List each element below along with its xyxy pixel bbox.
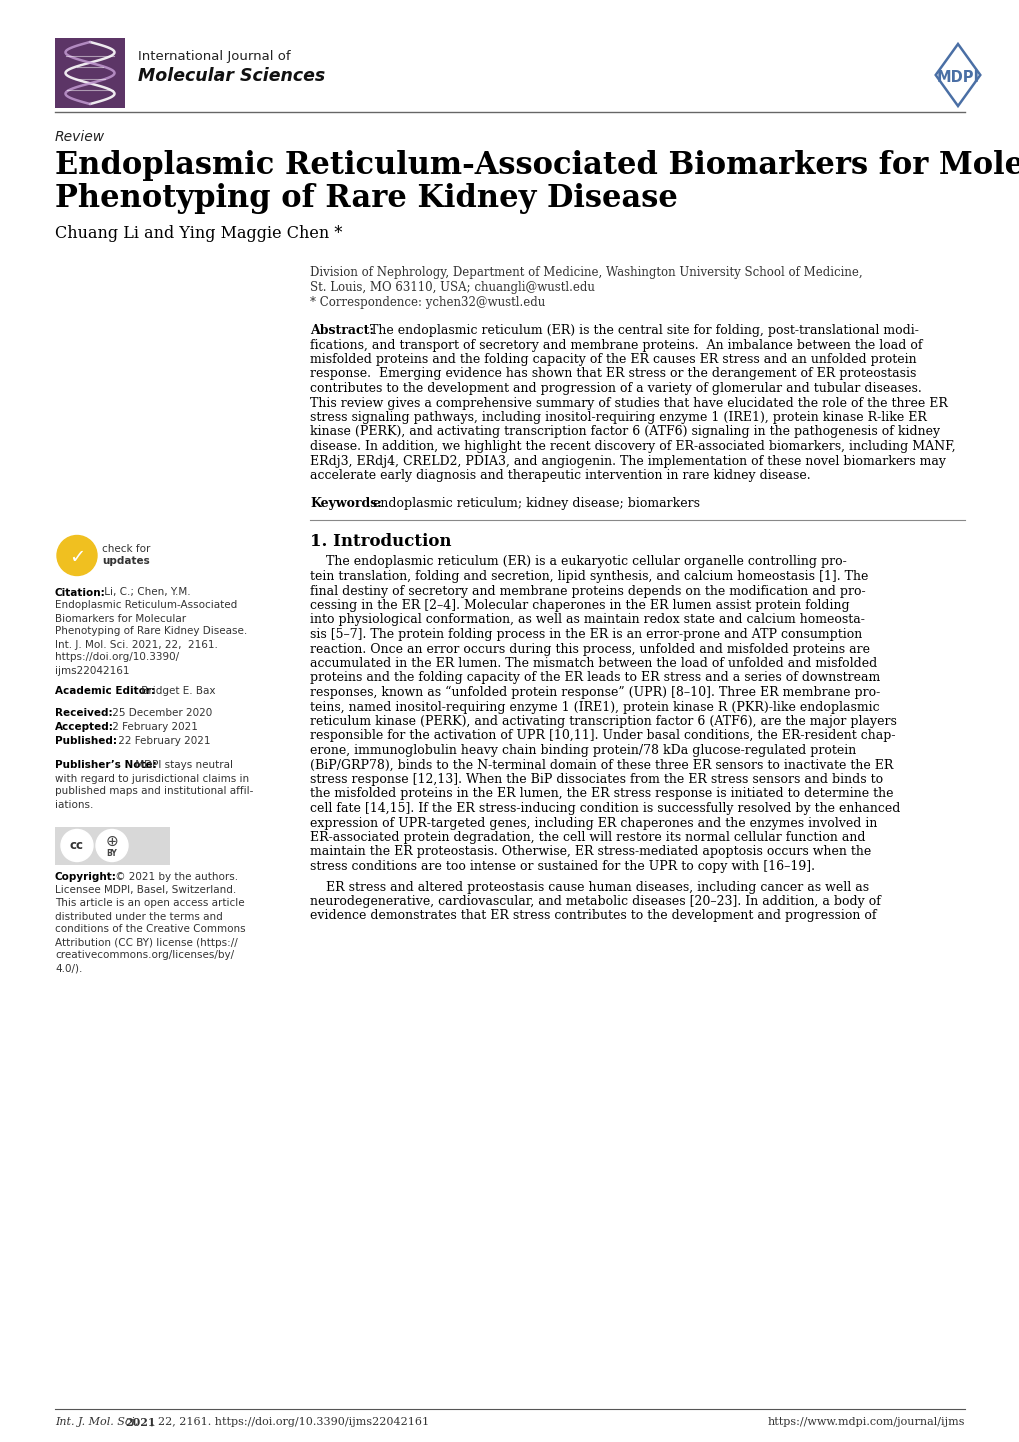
- Text: Review: Review: [55, 130, 105, 144]
- Text: sis [5–7]. The protein folding process in the ER is an error-prone and ATP consu: sis [5–7]. The protein folding process i…: [310, 629, 861, 642]
- Text: reaction. Once an error occurs during this process, unfolded and misfolded prote: reaction. Once an error occurs during th…: [310, 643, 869, 656]
- Text: ijms22042161: ijms22042161: [55, 666, 129, 675]
- Text: check for: check for: [102, 544, 150, 554]
- Text: Chuang Li and Ying Maggie Chen *: Chuang Li and Ying Maggie Chen *: [55, 225, 342, 242]
- Text: distributed under the terms and: distributed under the terms and: [55, 911, 222, 921]
- Text: creativecommons.org/licenses/by/: creativecommons.org/licenses/by/: [55, 950, 234, 960]
- Text: 2021: 2021: [125, 1417, 155, 1428]
- Text: published maps and institutional affil-: published maps and institutional affil-: [55, 786, 253, 796]
- Text: proteins and the folding capacity of the ER leads to ER stress and a series of d: proteins and the folding capacity of the…: [310, 672, 879, 685]
- Text: Int. J. Mol. Sci. 2021, 22,  2161.: Int. J. Mol. Sci. 2021, 22, 2161.: [55, 639, 218, 649]
- FancyBboxPatch shape: [55, 37, 125, 108]
- Text: The endoplasmic reticulum (ER) is a eukaryotic cellular organelle controlling pr: The endoplasmic reticulum (ER) is a euka…: [310, 555, 846, 568]
- Text: * Correspondence: ychen32@wustl.edu: * Correspondence: ychen32@wustl.edu: [310, 296, 545, 309]
- Text: ✓: ✓: [68, 548, 86, 567]
- Text: Endoplasmic Reticulum-Associated Biomarkers for Molecular: Endoplasmic Reticulum-Associated Biomark…: [55, 150, 1019, 182]
- Text: Attribution (CC BY) license (https://: Attribution (CC BY) license (https://: [55, 937, 237, 947]
- Text: International Journal of: International Journal of: [138, 50, 290, 63]
- Text: St. Louis, MO 63110, USA; chuangli@wustl.edu: St. Louis, MO 63110, USA; chuangli@wustl…: [310, 281, 594, 294]
- Text: This review gives a comprehensive summary of studies that have elucidated the ro: This review gives a comprehensive summar…: [310, 397, 947, 410]
- Text: Copyright:: Copyright:: [55, 872, 117, 883]
- Text: https://doi.org/10.3390/: https://doi.org/10.3390/: [55, 652, 179, 662]
- Circle shape: [96, 829, 127, 861]
- Text: final destiny of secretory and membrane proteins depends on the modification and: final destiny of secretory and membrane …: [310, 584, 865, 597]
- Text: Citation:: Citation:: [55, 587, 106, 597]
- Text: maintain the ER proteostasis. Otherwise, ER stress-mediated apoptosis occurs whe: maintain the ER proteostasis. Otherwise,…: [310, 845, 870, 858]
- Text: Accepted:: Accepted:: [55, 722, 114, 733]
- Text: stress signaling pathways, including inositol-requiring enzyme 1 (IRE1), protein: stress signaling pathways, including ino…: [310, 411, 926, 424]
- Text: ⊕: ⊕: [106, 833, 118, 849]
- Text: kinase (PERK), and activating transcription factor 6 (ATF6) signaling in the pat: kinase (PERK), and activating transcript…: [310, 425, 940, 438]
- Text: Molecular Sciences: Molecular Sciences: [138, 66, 325, 85]
- Text: This article is an open access article: This article is an open access article: [55, 898, 245, 908]
- Text: Publisher’s Note:: Publisher’s Note:: [55, 760, 157, 770]
- Text: Bridget E. Bax: Bridget E. Bax: [138, 686, 215, 696]
- Text: Li, C.; Chen, Y.M.: Li, C.; Chen, Y.M.: [101, 587, 191, 597]
- Text: Phenotyping of Rare Kidney Disease.: Phenotyping of Rare Kidney Disease.: [55, 626, 247, 636]
- Text: teins, named inositol-requiring enzyme 1 (IRE1), protein kinase R (PKR)-like end: teins, named inositol-requiring enzyme 1…: [310, 701, 878, 714]
- Text: Division of Nephrology, Department of Medicine, Washington University School of : Division of Nephrology, Department of Me…: [310, 265, 862, 278]
- Text: endoplasmic reticulum; kidney disease; biomarkers: endoplasmic reticulum; kidney disease; b…: [373, 497, 699, 510]
- Text: Biomarkers for Molecular: Biomarkers for Molecular: [55, 613, 185, 623]
- Text: tein translation, folding and secretion, lipid synthesis, and calcium homeostasi: tein translation, folding and secretion,…: [310, 570, 867, 583]
- Text: © 2021 by the authors.: © 2021 by the authors.: [112, 872, 237, 883]
- Text: ER stress and altered proteostasis cause human diseases, including cancer as wel: ER stress and altered proteostasis cause…: [310, 881, 868, 894]
- Text: 4.0/).: 4.0/).: [55, 963, 83, 973]
- Text: stress conditions are too intense or sustained for the UPR to copy with [16–19].: stress conditions are too intense or sus…: [310, 859, 814, 872]
- Text: The endoplasmic reticulum (ER) is the central site for folding, post-translation: The endoplasmic reticulum (ER) is the ce…: [366, 324, 918, 337]
- Circle shape: [61, 829, 93, 861]
- Text: 1. Introduction: 1. Introduction: [310, 534, 451, 551]
- Text: Licensee MDPI, Basel, Switzerland.: Licensee MDPI, Basel, Switzerland.: [55, 885, 236, 895]
- Text: erone, immunoglobulin heavy chain binding protein/78 kDa glucose-regulated prote: erone, immunoglobulin heavy chain bindin…: [310, 744, 855, 757]
- Text: neurodegenerative, cardiovascular, and metabolic diseases [20–23]. In addition, : neurodegenerative, cardiovascular, and m…: [310, 895, 880, 908]
- Text: misfolded proteins and the folding capacity of the ER causes ER stress and an un: misfolded proteins and the folding capac…: [310, 353, 916, 366]
- Text: Int. J. Mol. Sci.: Int. J. Mol. Sci.: [55, 1417, 142, 1428]
- Text: stress response [12,13]. When the BiP dissociates from the ER stress sensors and: stress response [12,13]. When the BiP di…: [310, 773, 882, 786]
- Text: evidence demonstrates that ER stress contributes to the development and progress: evidence demonstrates that ER stress con…: [310, 910, 875, 923]
- Text: Abstract:: Abstract:: [310, 324, 374, 337]
- Text: responses, known as “unfolded protein response” (UPR) [8–10]. Three ER membrane : responses, known as “unfolded protein re…: [310, 686, 879, 699]
- Text: 22 February 2021: 22 February 2021: [115, 737, 210, 747]
- Text: MDPI: MDPI: [935, 69, 978, 85]
- Text: Endoplasmic Reticulum-Associated: Endoplasmic Reticulum-Associated: [55, 600, 237, 610]
- Text: cell fate [14,15]. If the ER stress-inducing condition is successfully resolved : cell fate [14,15]. If the ER stress-indu…: [310, 802, 900, 815]
- Text: updates: updates: [102, 555, 150, 565]
- Text: (BiP/GRP78), binds to the N-terminal domain of these three ER sensors to inactiv: (BiP/GRP78), binds to the N-terminal dom…: [310, 758, 893, 771]
- Text: the misfolded proteins in the ER lumen, the ER stress response is initiated to d: the misfolded proteins in the ER lumen, …: [310, 787, 893, 800]
- Text: Phenotyping of Rare Kidney Disease: Phenotyping of Rare Kidney Disease: [55, 183, 678, 213]
- Circle shape: [57, 535, 97, 575]
- Text: Keywords:: Keywords:: [310, 497, 381, 510]
- Text: , 22, 2161. https://doi.org/10.3390/ijms22042161: , 22, 2161. https://doi.org/10.3390/ijms…: [151, 1417, 429, 1428]
- Text: 25 December 2020: 25 December 2020: [109, 708, 212, 718]
- Text: BY: BY: [107, 849, 117, 858]
- Text: response.  Emerging evidence has shown that ER stress or the derangement of ER p: response. Emerging evidence has shown th…: [310, 368, 915, 381]
- Text: contributes to the development and progression of a variety of glomerular and tu: contributes to the development and progr…: [310, 382, 921, 395]
- Text: expression of UPR-targeted genes, including ER chaperones and the enzymes involv: expression of UPR-targeted genes, includ…: [310, 816, 876, 829]
- Text: accumulated in the ER lumen. The mismatch between the load of unfolded and misfo: accumulated in the ER lumen. The mismatc…: [310, 658, 876, 671]
- Text: reticulum kinase (PERK), and activating transcription factor 6 (ATF6), are the m: reticulum kinase (PERK), and activating …: [310, 715, 896, 728]
- Text: conditions of the Creative Commons: conditions of the Creative Commons: [55, 924, 246, 934]
- Text: https://www.mdpi.com/journal/ijms: https://www.mdpi.com/journal/ijms: [766, 1417, 964, 1428]
- Text: into physiological conformation, as well as maintain redox state and calcium hom: into physiological conformation, as well…: [310, 613, 864, 626]
- Text: Received:: Received:: [55, 708, 112, 718]
- Text: with regard to jurisdictional claims in: with regard to jurisdictional claims in: [55, 773, 249, 783]
- Text: fications, and transport of secretory and membrane proteins.  An imbalance betwe: fications, and transport of secretory an…: [310, 339, 921, 352]
- Text: cessing in the ER [2–4]. Molecular chaperones in the ER lumen assist protein fol: cessing in the ER [2–4]. Molecular chape…: [310, 598, 849, 611]
- Text: ER-associated protein degradation, the cell will restore its normal cellular fun: ER-associated protein degradation, the c…: [310, 831, 865, 844]
- Text: cc: cc: [70, 839, 84, 852]
- Text: responsible for the activation of UPR [10,11]. Under basal conditions, the ER-re: responsible for the activation of UPR [1…: [310, 730, 895, 743]
- Text: MDPI stays neutral: MDPI stays neutral: [131, 760, 232, 770]
- Text: disease. In addition, we highlight the recent discovery of ER-associated biomark: disease. In addition, we highlight the r…: [310, 440, 955, 453]
- Text: Published:: Published:: [55, 737, 117, 747]
- Text: ERdj3, ERdj4, CRELD2, PDIA3, and angiogenin. The implementation of these novel b: ERdj3, ERdj4, CRELD2, PDIA3, and angioge…: [310, 454, 945, 467]
- Text: accelerate early diagnosis and therapeutic intervention in rare kidney disease.: accelerate early diagnosis and therapeut…: [310, 469, 810, 482]
- Text: iations.: iations.: [55, 799, 94, 809]
- Text: 2 February 2021: 2 February 2021: [109, 722, 198, 733]
- FancyBboxPatch shape: [55, 826, 170, 865]
- Text: Academic Editor:: Academic Editor:: [55, 686, 155, 696]
